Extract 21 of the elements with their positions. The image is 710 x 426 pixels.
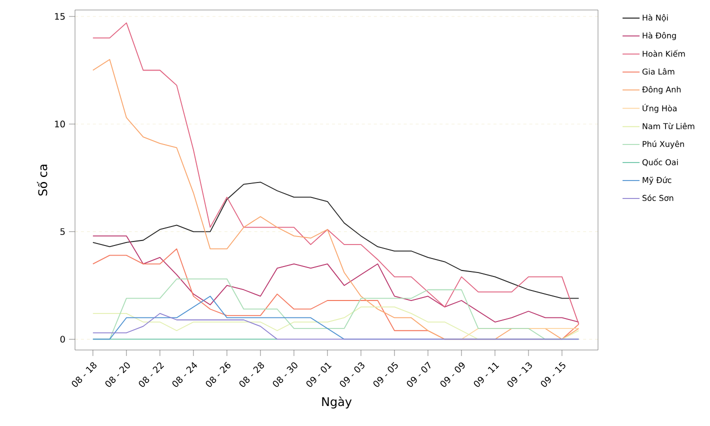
x-tick-label: 09 - 03 xyxy=(340,362,364,387)
y-tick-label: 15 xyxy=(55,13,65,20)
x-axis-title: Ngày xyxy=(322,396,352,408)
x-tick-label: 09 - 09 xyxy=(440,362,465,387)
x-tick-label: 08 - 22 xyxy=(138,362,164,387)
y-tick-label: 10 xyxy=(55,120,65,128)
x-tick-label: 09 - 05 xyxy=(373,362,398,387)
x-tick-label: 09 - 07 xyxy=(406,362,430,387)
x-tick-label: 08 - 18 xyxy=(72,362,97,387)
x-tick-label: 09 - 01 xyxy=(306,362,332,387)
x-tick-label: 08 - 28 xyxy=(239,362,264,387)
x-tick-label: 08 - 20 xyxy=(105,362,130,387)
x-tick-label: 08 - 26 xyxy=(206,362,230,387)
y-tick-label: 5 xyxy=(60,228,65,235)
x-tick-label: 09 - 13 xyxy=(507,362,532,387)
x-tick-label: 09 - 11 xyxy=(474,362,500,387)
y-tick-label: 0 xyxy=(60,336,65,343)
y-axis-title: Số ca xyxy=(36,164,48,196)
x-tick-label: 08 - 24 xyxy=(172,362,198,387)
x-tick-label: 08 - 30 xyxy=(272,362,298,387)
x-tick-label: 09 - 15 xyxy=(540,362,566,387)
